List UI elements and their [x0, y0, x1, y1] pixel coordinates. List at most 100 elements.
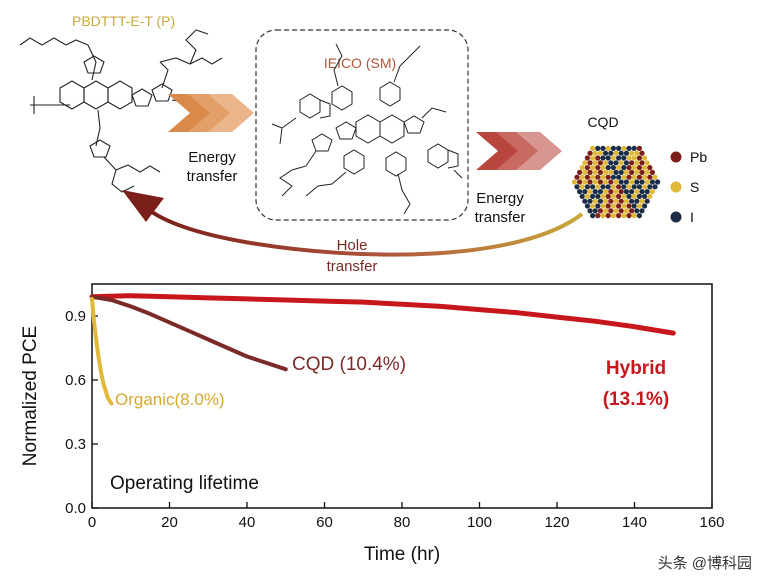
cqd-atom	[603, 208, 609, 214]
cqd-atom	[626, 155, 632, 161]
x-axis: 0 20 40 60 80 100 120 140 160	[88, 502, 725, 531]
cqd-atom	[603, 179, 609, 185]
cqd-atom	[623, 150, 630, 156]
cqd-atom	[613, 189, 619, 195]
cqd-atom	[595, 155, 601, 161]
cqd-atom	[634, 189, 640, 195]
cqd-atom	[629, 208, 635, 214]
cqd-atom	[605, 174, 611, 180]
cqd-atom	[626, 213, 632, 219]
cqd-atom	[605, 213, 611, 219]
cqd-atom	[623, 160, 630, 166]
cqd-atom	[610, 203, 617, 209]
x-axis-label: Time (hr)	[364, 544, 440, 565]
cqd-atom	[634, 150, 640, 156]
cqd-atom	[610, 145, 617, 151]
cqd-atom	[603, 169, 609, 175]
x-tick-label: 40	[239, 514, 256, 531]
cqd-atom	[592, 198, 598, 204]
cqd-atom	[616, 193, 622, 199]
energy-transfer-1-line1: Energy	[188, 149, 236, 166]
legend-swatch-pb	[670, 151, 682, 163]
cqd-atom	[608, 208, 614, 214]
hole-transfer-line1: Hole	[337, 237, 368, 254]
cqd-atom	[595, 203, 601, 209]
hole-transfer-arrowhead	[122, 190, 164, 222]
cqd-atom	[621, 165, 627, 171]
cqd-atom	[590, 155, 596, 161]
x-tick-label: 100	[467, 514, 492, 531]
cqd-atom	[608, 198, 614, 204]
energy-transfer-arrow-orange	[168, 94, 254, 132]
cqd-atom	[636, 184, 643, 190]
cqd-atom	[590, 203, 596, 209]
cqd-atom	[590, 184, 596, 190]
series-label-hybrid-pce: (13.1%)	[603, 389, 670, 410]
cqd-atom	[600, 184, 606, 190]
cqd-atom	[610, 213, 617, 219]
cqd-atom	[600, 193, 606, 199]
cqd-atom	[579, 165, 585, 171]
cqd-atom	[595, 145, 601, 151]
cqd-atom	[626, 193, 632, 199]
cqd-atom	[644, 189, 650, 195]
cqd-atom	[582, 160, 588, 166]
hole-transfer-line2: transfer	[327, 258, 378, 275]
cqd-atom	[639, 150, 645, 156]
legend-label-s: S	[690, 179, 699, 195]
cqd-atom	[584, 165, 591, 171]
cqd-atom	[616, 203, 622, 209]
cqd-atom	[600, 145, 606, 151]
legend-swatch-s	[670, 181, 682, 193]
cqd-atom	[595, 174, 601, 180]
cqd-atom	[618, 160, 624, 166]
cqd-atom	[600, 174, 606, 180]
cqd-atom	[587, 160, 593, 166]
cqd-atom	[600, 203, 606, 209]
cqd-atom	[639, 208, 645, 214]
cqd-atom	[629, 179, 635, 185]
series-label-organic: Organic(8.0%)	[115, 390, 225, 409]
cqd-atom	[592, 208, 598, 214]
cqd-atom	[616, 165, 622, 171]
cqd-atom	[597, 160, 604, 166]
cqd-atom	[577, 179, 583, 185]
cqd-atom	[584, 174, 591, 180]
cqd-atom	[626, 184, 632, 190]
x-tick-label: 140	[622, 514, 647, 531]
cqd-atom	[595, 184, 601, 190]
cqd-atom	[584, 203, 591, 209]
cqd-atom	[574, 184, 580, 190]
cqd-atom	[613, 150, 619, 156]
cqd-atom	[642, 165, 648, 171]
cqd-atom	[639, 179, 645, 185]
series-line-cqd-10-4	[90, 294, 288, 372]
x-tick-label: 20	[161, 514, 178, 531]
series-layer	[89, 293, 676, 406]
x-tick-label: 60	[316, 514, 333, 531]
cqd-atom	[574, 174, 580, 180]
cqd-atom	[616, 213, 622, 219]
cqd-atom	[590, 145, 596, 151]
cqd-atom	[618, 198, 624, 204]
cqd-atom	[639, 198, 645, 204]
cqd-atom	[642, 174, 648, 180]
cqd-atom	[610, 174, 617, 180]
operating-lifetime-annotation: Operating lifetime	[110, 473, 259, 494]
cqd-atom	[613, 179, 619, 185]
cqd-atom	[577, 189, 583, 195]
cqd-atom	[584, 184, 591, 190]
cqd-atom	[652, 174, 658, 180]
cqd-atom	[621, 203, 627, 209]
cqd-atom	[613, 169, 619, 175]
cqd-atom	[631, 193, 637, 199]
cqd-atom	[621, 145, 627, 151]
cqd-atom	[639, 189, 645, 195]
atom-legend: Pb S I	[670, 149, 707, 225]
cqd-atom	[631, 203, 637, 209]
legend-label-i: I	[690, 209, 694, 225]
cqd-atom	[587, 169, 593, 175]
cqd-atom	[639, 160, 645, 166]
y-tick-label: 0.0	[65, 500, 86, 517]
cqd-atom	[623, 208, 630, 214]
